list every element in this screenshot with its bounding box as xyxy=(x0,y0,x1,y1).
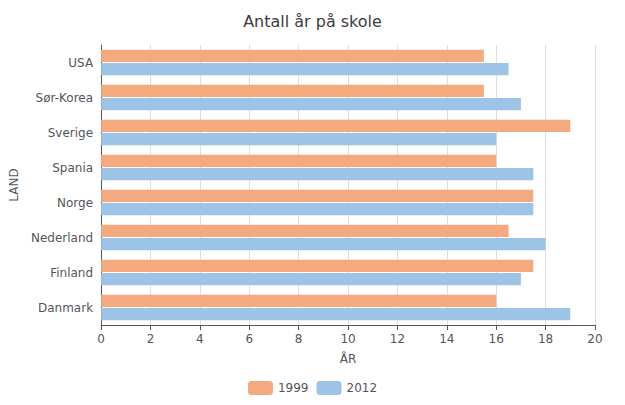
svg-text:1999: 1999 xyxy=(278,381,309,395)
svg-text:2012: 2012 xyxy=(347,381,378,395)
svg-text:Antall år på skole: Antall år på skole xyxy=(243,12,382,31)
svg-text:Danmark: Danmark xyxy=(38,301,93,315)
svg-text:12: 12 xyxy=(390,332,405,346)
svg-text:14: 14 xyxy=(439,332,454,346)
svg-text:2: 2 xyxy=(147,332,155,346)
svg-text:LAND: LAND xyxy=(7,168,21,201)
svg-text:Spania: Spania xyxy=(52,161,93,175)
svg-text:10: 10 xyxy=(340,332,355,346)
svg-text:ÅR: ÅR xyxy=(340,351,357,366)
svg-text:Sør-Korea: Sør-Korea xyxy=(36,91,93,105)
svg-text:20: 20 xyxy=(587,332,602,346)
svg-text:4: 4 xyxy=(196,332,204,346)
svg-text:6: 6 xyxy=(245,332,253,346)
svg-text:8: 8 xyxy=(295,332,303,346)
svg-text:Norge: Norge xyxy=(57,196,93,210)
svg-text:Finland: Finland xyxy=(50,266,93,280)
svg-text:USA: USA xyxy=(68,56,94,70)
svg-text:Sverige: Sverige xyxy=(48,126,93,140)
svg-text:Nederland: Nederland xyxy=(31,231,93,245)
svg-text:16: 16 xyxy=(489,332,504,346)
svg-text:0: 0 xyxy=(97,332,105,346)
svg-text:18: 18 xyxy=(538,332,553,346)
